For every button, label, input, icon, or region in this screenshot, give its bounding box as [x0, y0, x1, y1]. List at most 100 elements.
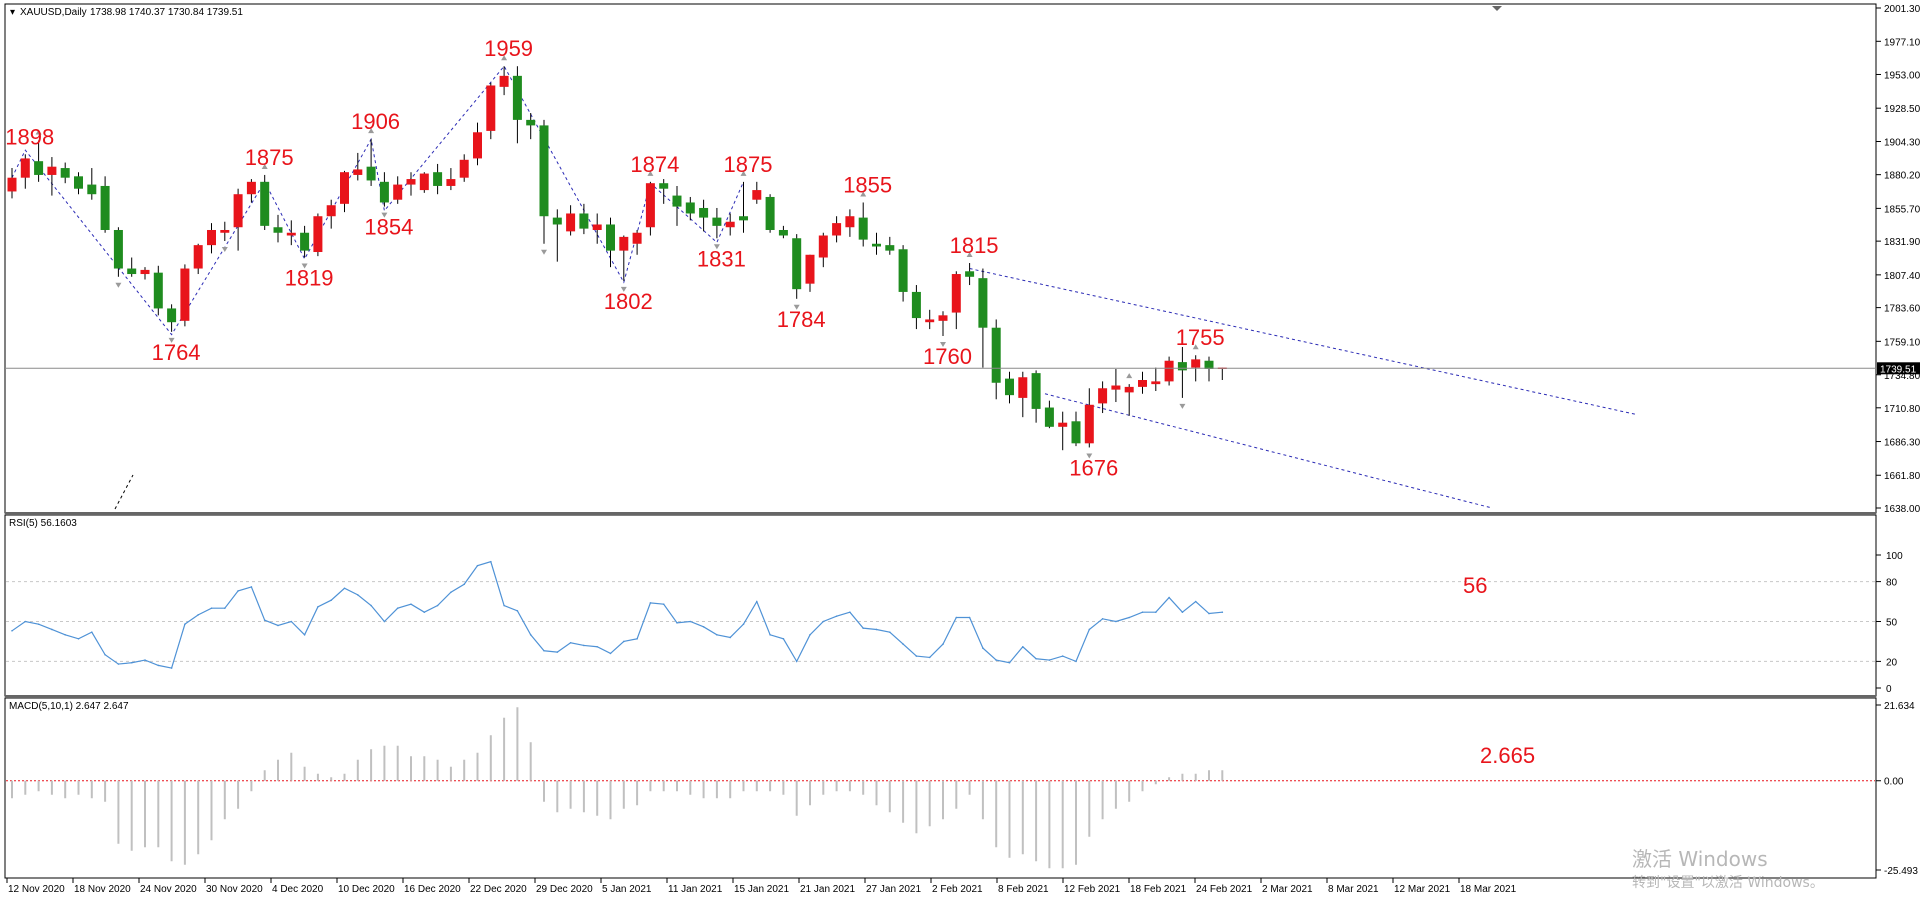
candle-body [925, 319, 935, 323]
watermark-line1: 激活 Windows [1632, 847, 1768, 871]
candle-body [845, 216, 855, 228]
rsi-point [662, 603, 665, 606]
time-tick-label: 29 Dec 2020 [536, 884, 593, 895]
candle-body [685, 202, 695, 214]
rsi-point [902, 643, 904, 645]
candle-body [619, 236, 629, 251]
candle-body [1124, 386, 1134, 393]
shift-marker-icon[interactable] [1492, 6, 1502, 11]
candle-body [1204, 360, 1214, 369]
rsi-point [982, 647, 984, 649]
rsi-point [875, 628, 878, 631]
ohlc-label: 1738.98 1740.37 1730.84 1739.51 [90, 7, 243, 18]
fractal-up-arrow [368, 128, 375, 134]
rsi-point [224, 607, 226, 609]
candle-body [725, 221, 735, 228]
time-axis: 12 Nov 2020 18 Nov 2020 24 Nov 2020 30 Nov … [6, 878, 1517, 895]
channel-lower-line [1044, 393, 1493, 509]
candle-body [1005, 378, 1014, 396]
price-tick-label: 1880.20 [1884, 171, 1920, 182]
candle-body [539, 125, 549, 217]
candle-body [765, 196, 775, 230]
rsi-point [1115, 620, 1117, 623]
price-annotation: 1875 [245, 145, 294, 170]
fractal-arrows [35, 55, 1199, 459]
rsi-point [742, 623, 745, 625]
fractal-down-arrow [620, 286, 627, 292]
rsi-point [1141, 611, 1144, 613]
time-tick-label: 4 Dec 2020 [272, 884, 324, 895]
candle-body [818, 235, 828, 258]
candle-body [433, 172, 443, 186]
price-tick-label: 1759.10 [1884, 337, 1920, 348]
candle-body [1151, 381, 1161, 385]
price-tick-label: 1904.30 [1884, 137, 1920, 148]
time-tick-label: 11 Jan 2021 [668, 884, 723, 895]
price-tick-label: 1953.00 [1884, 70, 1920, 81]
candle-body [1044, 407, 1054, 427]
price-tick-label: 1638.00 [1884, 504, 1920, 515]
candle-body [207, 229, 216, 246]
rsi-point [809, 634, 811, 636]
candle-body [512, 75, 522, 120]
price-annotations: 1898 1764 1875 1819 1906 1854 1959 1802 1874 1831… [5, 36, 1224, 480]
rsi-point [756, 600, 758, 603]
fractal-up-arrow [1192, 344, 1199, 350]
candle-body [87, 184, 97, 195]
candle-body [1138, 380, 1147, 387]
candle-body [419, 173, 429, 191]
rsi-point [463, 583, 466, 586]
time-tick-label: 24 Nov 2020 [140, 884, 197, 895]
time-tick-label: 12 Nov 2020 [8, 884, 65, 895]
time-tick-label: 5 Jan 2021 [602, 884, 652, 895]
candle-body [832, 223, 842, 236]
candle-body [34, 161, 44, 175]
rsi-point [729, 636, 731, 639]
rsi-point [476, 564, 479, 567]
price-tick-label: 1686.30 [1884, 438, 1920, 449]
candle-body [20, 158, 30, 178]
rsi-point [263, 619, 266, 621]
candle-body [1111, 385, 1121, 390]
rsi-point [636, 637, 638, 640]
rsi-point [1155, 611, 1157, 613]
price-annotation: 1802 [604, 289, 653, 314]
fractal-up-arrow [501, 55, 508, 61]
rsi-point [623, 640, 625, 643]
rsi-point [170, 667, 173, 669]
rsi-tick-label: 50 [1886, 618, 1898, 629]
time-tick-label: 22 Dec 2020 [470, 884, 527, 895]
candle-body [938, 315, 948, 321]
fractal-up-arrow [35, 129, 42, 135]
rsi-point [250, 586, 253, 588]
rsi-point [277, 624, 279, 627]
time-tick-label: 2 Mar 2021 [1262, 884, 1313, 895]
watermark-line2: 转到"设置"以激活 Windows。 [1632, 874, 1824, 891]
price-annotation: 1784 [777, 307, 826, 332]
fractal-up-arrow [966, 252, 973, 258]
symbol-menu-icon[interactable]: ▾ [10, 7, 15, 18]
price-tick-label: 1710.80 [1884, 404, 1920, 415]
candle-body [366, 166, 376, 181]
price-annotation: 1755 [1176, 325, 1225, 350]
rsi-point [822, 620, 825, 623]
rsi-point [144, 659, 146, 661]
price-annotation: 1819 [285, 266, 334, 291]
rsi-point [1061, 655, 1064, 657]
fractal-down-arrow [793, 304, 800, 310]
rsi-tick-label: 100 [1886, 551, 1903, 562]
rsi-point [569, 641, 572, 644]
candle-body [792, 238, 802, 290]
rsi-point [1128, 616, 1130, 619]
rsi-point [1048, 659, 1051, 661]
rsi-point [849, 611, 851, 613]
rsi-point [104, 653, 106, 656]
rsi-point [370, 604, 372, 607]
rsi-tick-label: 20 [1886, 657, 1898, 668]
rsi-point [862, 627, 864, 629]
candle-body [459, 159, 469, 178]
candle-body [100, 185, 110, 230]
macd-tick-label: 0.00 [1884, 777, 1904, 788]
price-annotation: 1874 [630, 152, 679, 177]
